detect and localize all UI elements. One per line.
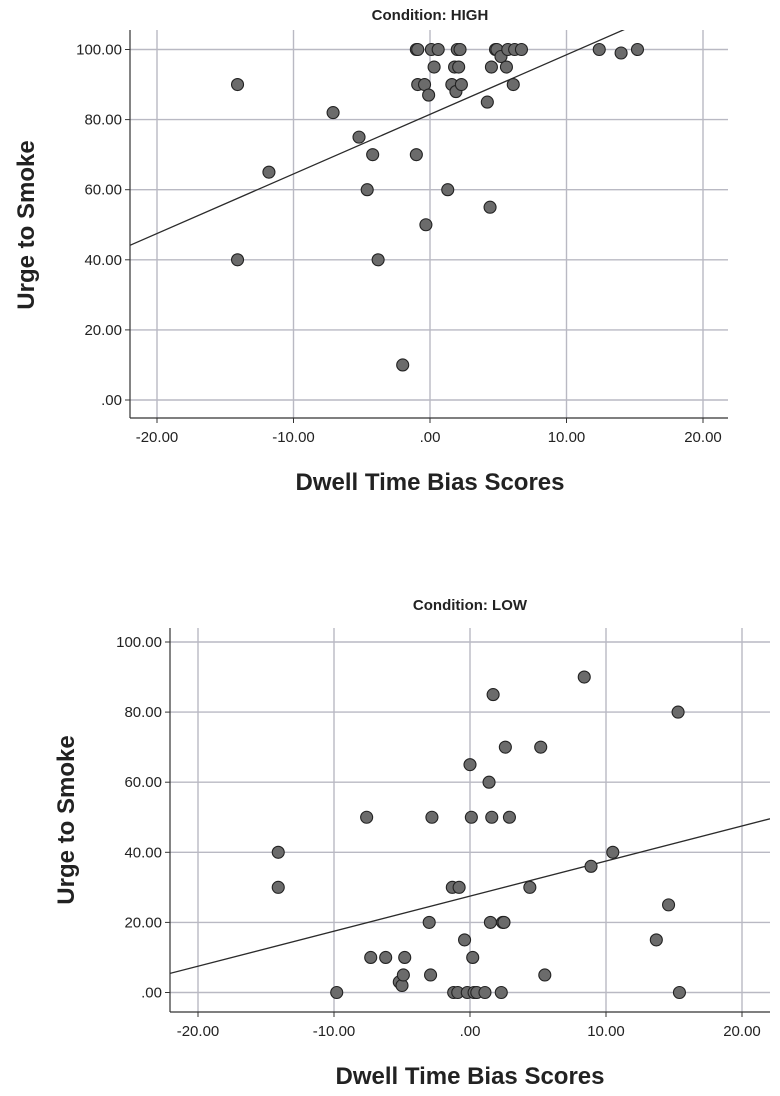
data-point — [431, 42, 445, 57]
data-point — [478, 985, 492, 1000]
x-axis-label: Dwell Time Bias Scores — [335, 1063, 604, 1090]
y-tick-label: 60.00 — [84, 182, 122, 199]
y-tick-label: .00 — [101, 392, 122, 409]
y-tick-label: 80.00 — [84, 112, 122, 129]
data-point — [485, 810, 499, 824]
data-point — [452, 60, 466, 74]
data-point — [360, 810, 374, 824]
data-point — [662, 898, 676, 912]
y-tick-label: 20.00 — [124, 914, 162, 931]
data-point — [630, 42, 645, 57]
data-point — [482, 775, 496, 789]
data-point — [230, 253, 245, 267]
data-point — [483, 200, 497, 214]
data-point — [424, 968, 438, 982]
data-point — [364, 950, 378, 965]
data-point — [577, 670, 591, 684]
x-tick-label: -10.00 — [272, 429, 315, 446]
data-point — [425, 810, 439, 824]
data-point — [538, 968, 552, 982]
data-point — [614, 46, 628, 60]
data-point — [271, 845, 285, 859]
scatter-chart-high: -20.00 -10.00 .00 10.00 20.00 .00 20.00 40.00 60… — [13, 7, 728, 496]
data-point — [534, 740, 548, 754]
x-tick-label: -10.00 — [313, 1023, 356, 1040]
y-tick-label: 80.00 — [124, 704, 162, 721]
x-tick-label: 20.00 — [723, 1023, 761, 1040]
data-point — [584, 859, 598, 873]
data-point — [379, 950, 393, 965]
chart-title: Condition: HIGH — [372, 7, 489, 24]
x-tick-label: -20.00 — [177, 1023, 220, 1040]
x-axis-label: Dwell Time Bias Scores — [295, 469, 564, 496]
data-point — [506, 78, 520, 92]
data-point — [271, 880, 285, 894]
data-point — [453, 42, 467, 57]
y-tick-label: 40.00 — [124, 844, 162, 861]
chart-title: Condition: LOW — [413, 597, 528, 614]
data-point — [466, 950, 480, 965]
x-tick-label: .00 — [460, 1023, 481, 1040]
data-point — [396, 358, 410, 372]
data-point — [262, 165, 276, 179]
chart-panel-low: -20.00 -10.00 .00 10.00 20.00 .00 20.00 40.00 60… — [0, 590, 780, 1096]
fit-line — [130, 30, 625, 246]
data-point — [409, 148, 423, 162]
data-point — [396, 968, 410, 982]
y-tick-label: 100.00 — [116, 634, 162, 651]
data-point — [464, 810, 478, 824]
data-point — [427, 60, 441, 74]
data-point — [463, 758, 477, 772]
x-tick-label: 10.00 — [587, 1023, 625, 1040]
y-tick-label: 20.00 — [84, 322, 122, 339]
data-point — [499, 60, 513, 74]
data-point — [606, 845, 620, 859]
x-tick-label: 10.00 — [548, 429, 586, 446]
x-tick-label: -20.00 — [136, 429, 179, 446]
data-point — [494, 985, 508, 1000]
data-point — [441, 183, 455, 197]
data-point — [480, 95, 494, 109]
data-point — [366, 148, 380, 162]
data-point — [398, 950, 412, 965]
data-point — [330, 985, 344, 1000]
data-point — [411, 42, 425, 57]
chart-panel-high: -20.00 -10.00 .00 10.00 20.00 .00 20.00 40.00 60… — [0, 0, 780, 520]
y-tick-label: 60.00 — [124, 774, 162, 791]
data-point — [230, 78, 245, 92]
data-point — [498, 740, 512, 754]
y-tick-label: 100.00 — [76, 42, 122, 59]
fit-line — [170, 818, 770, 975]
data-point — [422, 915, 436, 929]
y-axis-label: Urge to Smoke — [53, 735, 80, 904]
data-point — [371, 253, 385, 267]
data-point — [458, 933, 472, 947]
data-point — [484, 60, 498, 74]
data-point — [326, 106, 340, 120]
data-point — [671, 705, 685, 719]
data-point — [592, 42, 606, 57]
data-point — [419, 218, 433, 232]
data-point — [672, 985, 686, 1000]
y-axis-label: Urge to Smoke — [13, 140, 40, 309]
data-point — [483, 915, 497, 929]
data-point — [422, 88, 436, 102]
data-point — [649, 933, 663, 947]
data-point — [486, 688, 500, 702]
x-tick-label: .00 — [420, 429, 441, 446]
data-point — [454, 78, 468, 92]
data-point — [514, 42, 529, 57]
data-point — [360, 183, 374, 197]
data-point — [452, 880, 466, 894]
data-point — [497, 915, 511, 929]
y-tick-label: 40.00 — [84, 252, 122, 269]
x-tick-label: 20.00 — [684, 429, 722, 446]
data-point — [352, 130, 366, 144]
data-point — [523, 880, 537, 894]
data-point — [502, 810, 516, 824]
y-tick-label: .00 — [141, 985, 162, 1002]
scatter-chart-low: -20.00 -10.00 .00 10.00 20.00 .00 20.00 40.00 60… — [53, 597, 770, 1090]
